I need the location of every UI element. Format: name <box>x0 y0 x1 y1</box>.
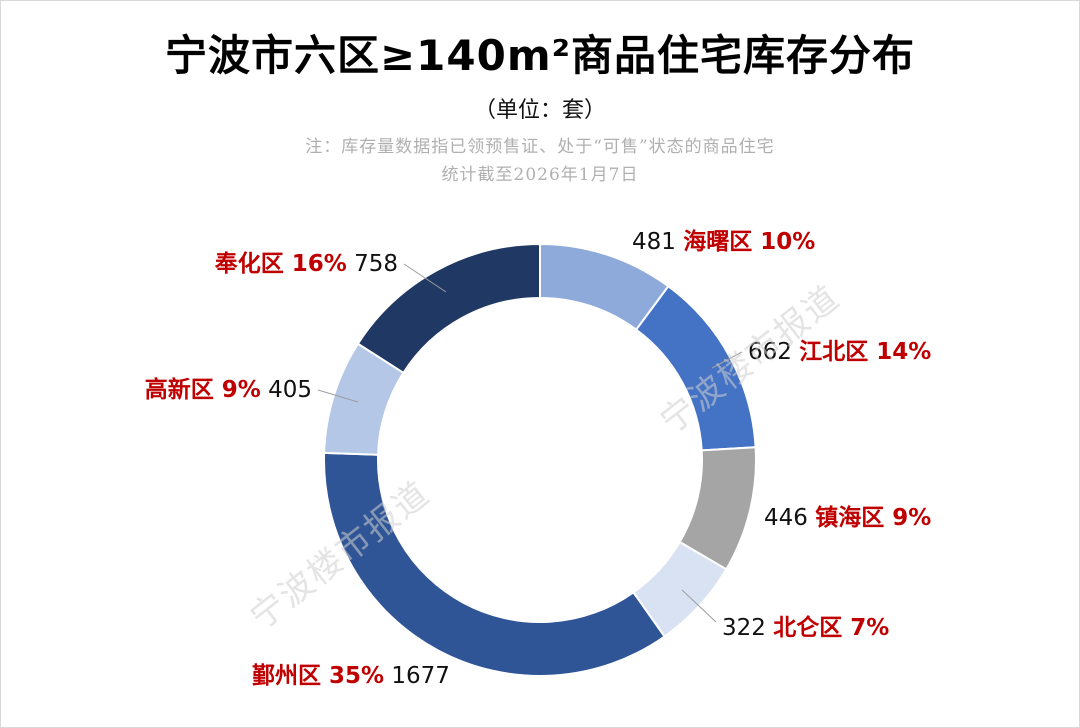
slice-value-2: 662 <box>748 339 792 365</box>
leader-line-4 <box>681 589 717 623</box>
slice-value-5: 1677 <box>391 663 450 689</box>
slice-label-1: 481 海曙区 10% <box>632 228 815 255</box>
chart-note-line-1: 注：库存量数据指已领预售证、处于“可售”状态的商品住宅 <box>305 137 775 157</box>
slice-name-3: 镇海区 9% <box>815 504 931 531</box>
slice-name-6: 高新区 9% <box>145 376 261 403</box>
slice-label-3: 446 镇海区 9% <box>764 504 931 531</box>
slice-label-2: 662 江北区 14% <box>748 339 931 365</box>
slice-value-1: 481 <box>632 229 676 255</box>
slice-5 <box>323 451 666 677</box>
leader-line-2 <box>711 351 743 369</box>
slice-7 <box>356 242 541 375</box>
slice-value-6: 405 <box>268 377 312 403</box>
slice-value-3: 446 <box>764 505 808 531</box>
slice-name-5: 鄞州区 35% <box>252 663 384 689</box>
slice-label-7: 奉化区 16% 758 <box>214 250 398 277</box>
slice-label-6: 高新区 9% 405 <box>145 376 312 403</box>
leader-line-6 <box>317 389 359 403</box>
slice-name-1: 海曙区 10% <box>683 228 815 255</box>
chart-subtitle: （单位：套） <box>473 98 606 123</box>
slice-name-4: 北仑区 7% <box>773 614 889 641</box>
slice-name-7: 奉化区 16% <box>214 250 347 277</box>
slice-value-4: 322 <box>722 615 766 641</box>
slice-label-4: 322 北仑区 7% <box>722 614 889 641</box>
slice-label-5: 鄞州区 35% 1677 <box>252 663 450 689</box>
chart-title: 宁波市六区≥140m²商品住宅库存分布 <box>164 31 916 80</box>
slice-name-2: 江北区 14% <box>799 339 931 365</box>
slice-value-7: 758 <box>354 251 398 277</box>
leader-line-7 <box>403 263 447 293</box>
chart-note-line-2: 统计截至2026年1月7日 <box>441 165 639 185</box>
